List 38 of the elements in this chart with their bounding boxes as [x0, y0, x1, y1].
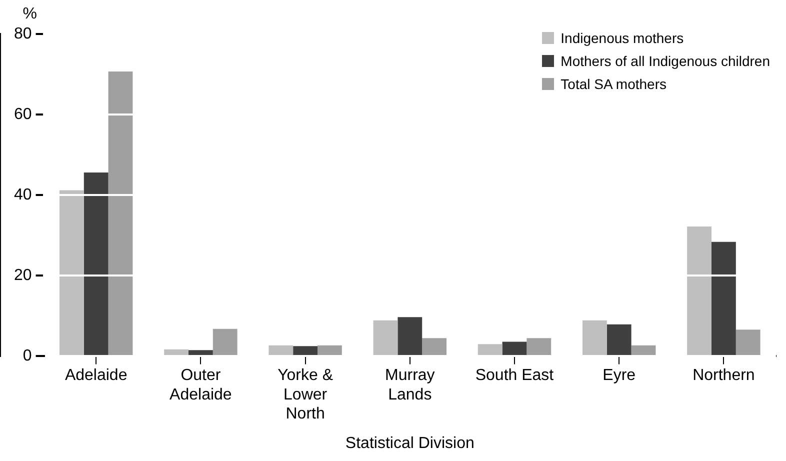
bar	[268, 345, 294, 356]
y-tick-label: 20	[14, 267, 32, 284]
bar	[108, 71, 133, 356]
bar	[606, 324, 632, 356]
legend-label: Mothers of all Indigenous children	[560, 52, 770, 68]
x-tick-label: Outer Adelaide	[170, 367, 232, 404]
bar	[736, 330, 760, 356]
legend-label: Indigenous mothers	[560, 30, 684, 46]
bar	[398, 317, 422, 356]
bar	[212, 328, 238, 356]
bar	[582, 320, 607, 356]
y-tick-label: 80	[14, 25, 32, 42]
x-tick-label: Yorke & Lower North	[278, 367, 334, 423]
bar	[59, 190, 84, 356]
bar	[422, 338, 447, 356]
bar	[687, 226, 712, 356]
x-tick-label: Adelaide	[64, 367, 128, 384]
bar	[84, 172, 108, 356]
bar	[711, 242, 736, 356]
bar	[318, 345, 342, 356]
bar	[526, 338, 552, 356]
bar	[188, 350, 213, 356]
x-tick-label: South East	[475, 367, 554, 384]
bar	[631, 345, 656, 356]
bar	[478, 344, 502, 356]
bar	[164, 349, 188, 356]
bar	[293, 346, 318, 356]
x-tick-label: Eyre	[602, 367, 636, 384]
legend-label: Total SA mothers	[560, 76, 666, 92]
y-tick-label: 0	[22, 348, 32, 365]
y-axis-title: %	[22, 5, 37, 22]
y-tick-label: 60	[14, 106, 32, 123]
x-axis-title: Statistical Division	[345, 434, 474, 452]
x-tick-label: Northern	[692, 367, 755, 384]
y-tick-label: 40	[14, 186, 32, 204]
bar	[502, 342, 527, 356]
x-tick-label: Murray Lands	[385, 367, 435, 404]
bar	[373, 320, 398, 356]
